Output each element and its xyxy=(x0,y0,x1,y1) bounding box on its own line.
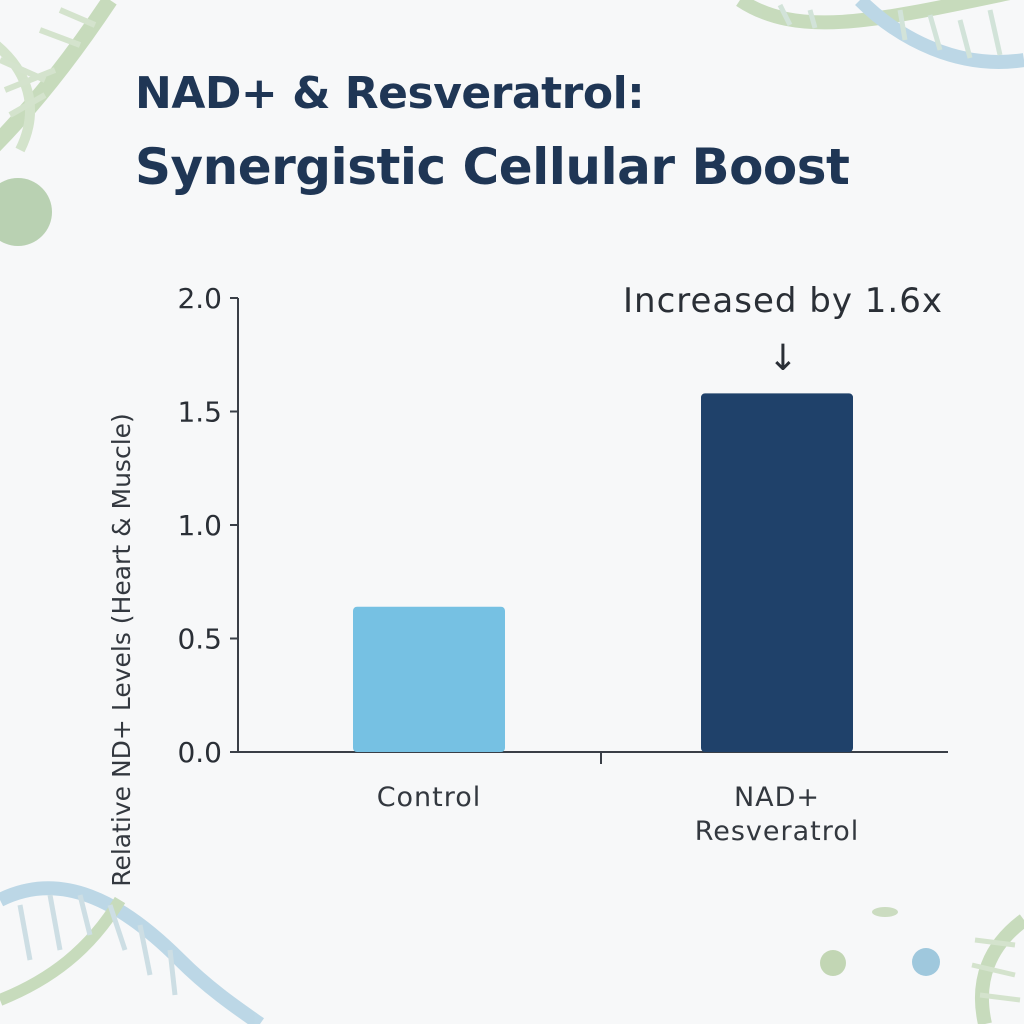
helix-bottom-left-icon xyxy=(0,881,265,1024)
decor-dot-small xyxy=(872,907,898,917)
helix-bottom-right-icon xyxy=(971,914,1024,1024)
chart-title-line2: Synergistic Cellular Boost xyxy=(135,138,850,196)
decor-dot-green xyxy=(820,950,846,976)
helix-top-left-icon xyxy=(0,0,117,153)
helix-top-right-icon xyxy=(736,0,1024,69)
y-tick-label: 0.5 xyxy=(177,623,222,656)
x-category-label: NAD+ xyxy=(734,782,820,813)
decor-dot-left xyxy=(0,178,52,246)
y-tick-label: 1.0 xyxy=(177,509,222,542)
annotation-arrow-icon: ↓ xyxy=(768,338,798,379)
x-category-label: Control xyxy=(377,782,482,813)
x-category-label: Resveratrol xyxy=(695,816,860,847)
y-tick-label: 1.5 xyxy=(177,396,222,429)
y-tick-label: 0.0 xyxy=(177,736,222,769)
y-tick-label: 2.0 xyxy=(177,282,222,315)
bar-1 xyxy=(701,393,853,752)
y-axis-label: Relative ND+ Levels (Heart & Muscle) xyxy=(107,413,136,887)
chart-title-line1: NAD+ & Resveratrol: xyxy=(135,68,645,119)
bar-0 xyxy=(353,606,505,752)
annotation-text: Increased by 1.6x xyxy=(623,281,943,321)
decor-dot-blue xyxy=(912,948,940,976)
